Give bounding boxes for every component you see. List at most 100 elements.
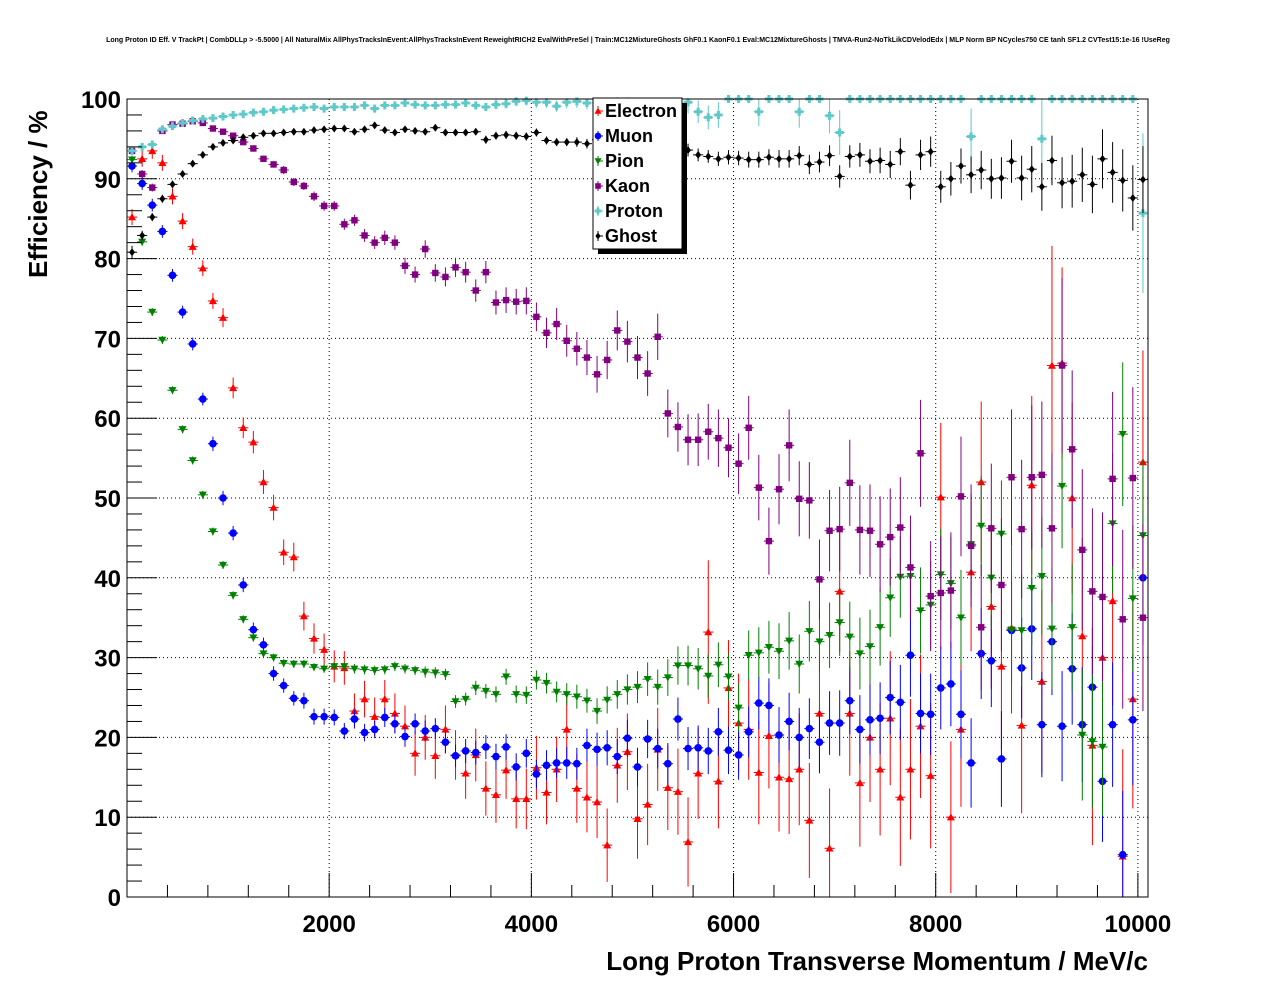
pion-point — [834, 588, 845, 657]
pion-marker — [764, 644, 773, 652]
muon-point — [177, 305, 188, 319]
kaon-marker — [907, 564, 914, 571]
pion-point — [177, 425, 188, 434]
kaon-marker — [957, 493, 965, 500]
muon-marker — [653, 744, 662, 753]
ghost-marker — [786, 154, 793, 163]
proton-point — [561, 98, 572, 109]
ghost-marker — [765, 153, 772, 162]
ghost-marker — [816, 158, 823, 167]
pion-marker — [653, 683, 662, 692]
kaon-point — [1087, 508, 1098, 675]
kaon-point — [935, 536, 946, 650]
electron-point — [217, 308, 229, 328]
muon-point — [288, 691, 299, 706]
kaon-marker — [988, 525, 995, 532]
pion-point — [308, 663, 320, 672]
ghost-marker — [401, 125, 408, 134]
ghost-point — [1046, 135, 1058, 186]
kaon-point — [288, 178, 299, 186]
ghost-marker — [988, 174, 995, 183]
proton-marker — [572, 97, 581, 106]
pion-point — [207, 527, 218, 536]
muon-marker — [522, 749, 531, 758]
pion-point — [531, 670, 542, 690]
muon-point — [1107, 662, 1118, 787]
pion-point — [743, 630, 754, 680]
ghost-point — [177, 170, 188, 179]
ghost-point — [308, 126, 320, 135]
ghost-marker — [381, 126, 388, 135]
ghost-point — [955, 148, 967, 184]
muon-point — [480, 735, 491, 759]
pion-marker — [279, 659, 288, 668]
pion-point — [571, 684, 582, 709]
ghost-marker — [159, 194, 166, 203]
ghost-marker — [846, 152, 853, 161]
ghost-marker — [1139, 175, 1146, 184]
muon-point — [147, 198, 158, 212]
muon-marker — [856, 725, 864, 734]
pion-marker — [431, 669, 440, 677]
muon-marker — [593, 745, 601, 754]
muon-marker — [279, 681, 288, 690]
proton-point — [177, 118, 188, 127]
proton-marker — [208, 114, 217, 123]
electron-marker — [663, 783, 672, 791]
pion-point — [551, 681, 562, 703]
electron-point — [430, 732, 441, 779]
electron-point — [238, 417, 249, 439]
proton-point — [258, 107, 269, 116]
muon-marker — [997, 755, 1006, 763]
muon-marker — [835, 719, 844, 727]
electron-point — [288, 542, 299, 572]
electron-marker — [178, 217, 187, 225]
proton-point — [329, 102, 340, 111]
kaon-point — [460, 261, 471, 283]
pion-marker — [148, 308, 157, 317]
y-tick-label: 50 — [94, 486, 121, 513]
muon-marker — [684, 744, 692, 753]
kaon-point — [1067, 370, 1078, 529]
pion-marker — [471, 684, 480, 692]
pion-marker — [633, 683, 642, 692]
ghost-marker — [1018, 174, 1025, 183]
kaon-point — [885, 488, 896, 586]
electron-marker — [269, 503, 278, 511]
pion-point — [1026, 530, 1037, 646]
electron-point — [359, 680, 370, 718]
electron-point — [490, 766, 502, 823]
legend-entry-pion: Pion — [594, 151, 644, 171]
pion-point — [410, 665, 421, 676]
ghost-point — [268, 129, 279, 138]
legend-entries: Electron Muon Pion Kaon Proton Ghost — [594, 101, 677, 246]
pion-marker — [886, 594, 895, 602]
muon-point — [1117, 790, 1128, 897]
kaon-point — [379, 230, 390, 246]
ghost-point — [986, 158, 997, 199]
electron-point — [228, 377, 239, 399]
muon-point — [642, 719, 653, 759]
proton-marker — [431, 101, 440, 110]
kaon-point — [389, 235, 400, 250]
electron-marker — [320, 645, 329, 653]
kaon-marker — [1068, 446, 1076, 453]
kaon-point — [612, 310, 623, 351]
kaon-marker — [887, 533, 894, 541]
ghost-marker — [867, 157, 874, 166]
ghost-marker — [776, 154, 783, 163]
pion-marker — [815, 638, 824, 646]
pion-marker — [855, 650, 864, 658]
kaon-point — [976, 564, 987, 691]
pion-point — [450, 695, 461, 708]
proton-point — [581, 98, 593, 110]
proton-point — [440, 100, 451, 109]
proton-marker — [350, 102, 359, 111]
ghost-point — [743, 151, 754, 168]
ghost-point — [693, 148, 704, 162]
ghost-point — [1016, 155, 1027, 201]
pion-marker — [502, 673, 511, 681]
x-tick-label: 8000 — [909, 911, 962, 938]
muon-marker — [613, 752, 622, 761]
proton-point — [753, 99, 764, 127]
